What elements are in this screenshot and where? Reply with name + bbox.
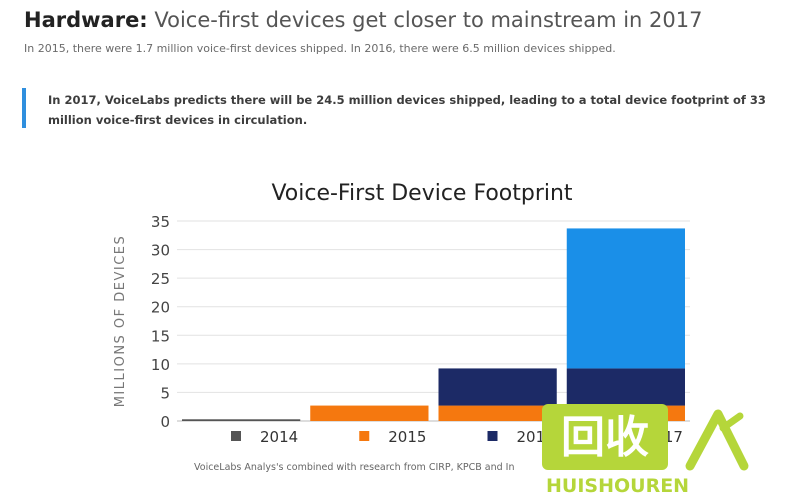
legend-label-2015: 2015 [388, 428, 426, 446]
watermark-roof-icon [685, 409, 749, 471]
y-tick-label: 0 [160, 413, 170, 431]
legend-swatch-2016 [487, 431, 498, 441]
y-tick-label: 20 [151, 299, 170, 317]
headline-text: Voice-first devices get closer to mainst… [154, 8, 703, 32]
watermark-chinese: 回收 [561, 412, 649, 463]
legend-swatch-2015 [359, 431, 370, 441]
y-tick-label: 15 [151, 327, 170, 345]
legend-label-2014: 2014 [260, 428, 298, 446]
y-tick-label: 30 [151, 242, 170, 260]
bar-segment-2014-2014 [182, 419, 301, 421]
callout-quote: In 2017, VoiceLabs predicts there will b… [22, 88, 782, 128]
chart-source-note: VoiceLabs Analys's combined with researc… [194, 462, 514, 473]
legend-swatch-2014 [231, 431, 241, 441]
y-tick-label: 5 [160, 384, 170, 402]
y-axis-title: MILLIONS OF DEVICES [113, 235, 128, 408]
y-tick-label: 25 [151, 270, 170, 288]
watermark-badge [542, 404, 668, 470]
page-subline: In 2015, there were 1.7 million voice-fi… [24, 42, 616, 55]
page-headline: Hardware: Voice-first devices get closer… [24, 8, 702, 32]
headline-label: Hardware: [24, 8, 148, 32]
callout-accent-bar [22, 88, 26, 128]
watermark-leaf-icon [719, 412, 744, 432]
huishouren-watermark: 回收 HUISHOUREN [540, 400, 780, 496]
watermark-latin: HUISHOUREN [546, 475, 689, 496]
bar-segment-2016-2016 [438, 368, 557, 406]
watermark-logo: 回收 HUISHOUREN [542, 404, 749, 496]
y-tick-label: 10 [151, 356, 170, 374]
chart-title: Voice-First Device Footprint [271, 181, 572, 206]
y-tick-label: 35 [151, 213, 170, 231]
bar-segment-2016-2015 [438, 405, 557, 421]
bar-segment-2017-2016 [566, 368, 685, 406]
callout-text: In 2017, VoiceLabs predicts there will b… [48, 93, 766, 127]
bar-segment-2017-2017 [566, 228, 685, 369]
bar-segment-2015-2015 [310, 405, 429, 421]
